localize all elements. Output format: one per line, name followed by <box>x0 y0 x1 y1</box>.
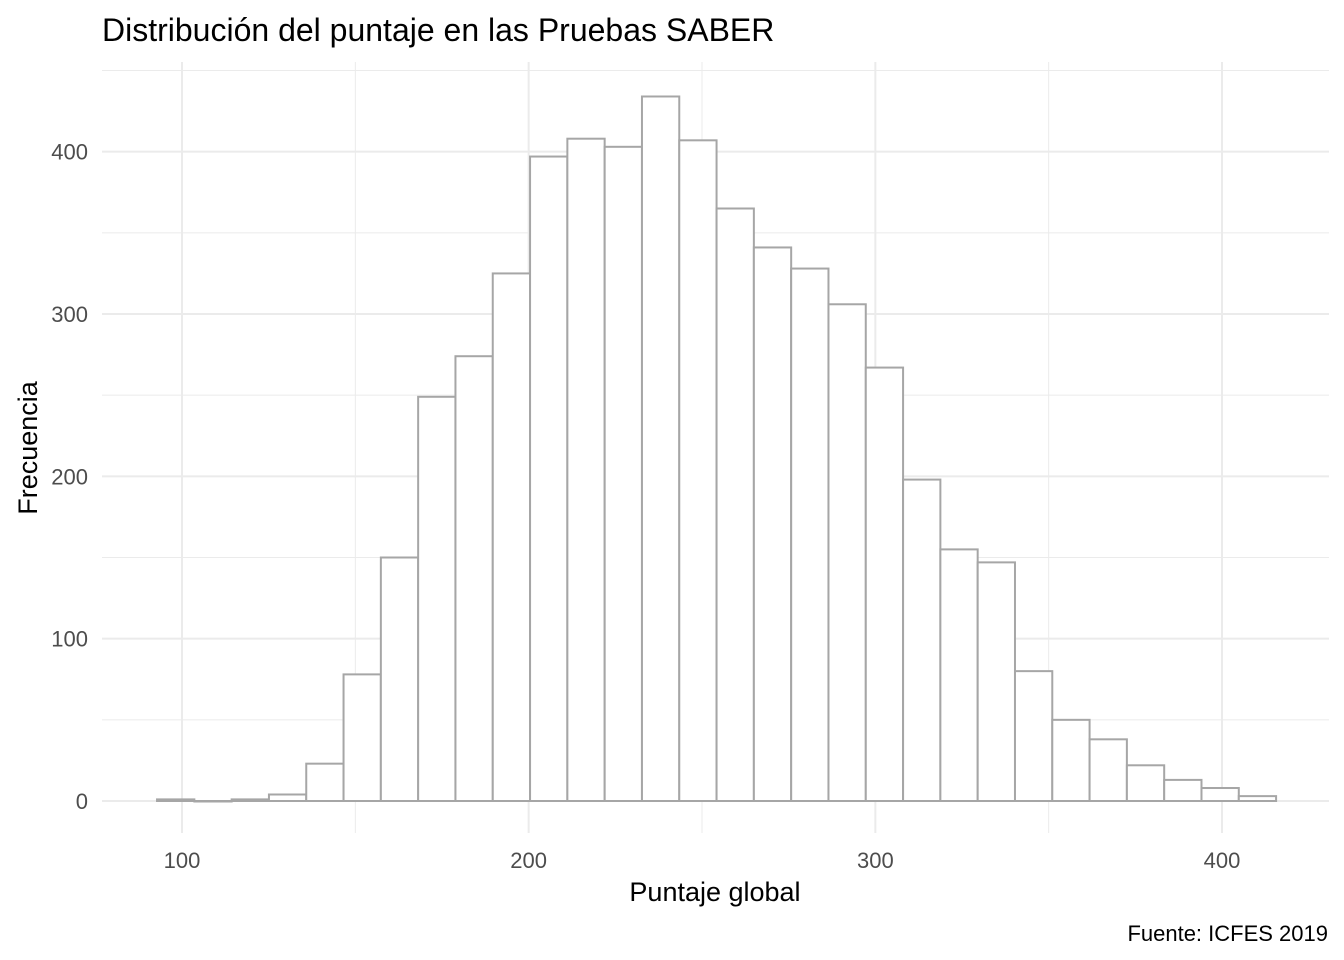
y-tick-label: 200 <box>51 464 88 489</box>
histogram-bar <box>976 561 1016 802</box>
x-tick-label: 100 <box>164 848 201 873</box>
histogram-bar <box>1237 795 1278 803</box>
y-ticks: 0 100 200 300 400 <box>51 140 88 814</box>
histogram-bar <box>678 139 718 802</box>
histogram-bar <box>1051 718 1091 803</box>
x-tick-label: 200 <box>510 848 547 873</box>
histogram-bar <box>864 366 905 802</box>
histogram-bar <box>491 272 532 802</box>
histogram-bar <box>156 798 196 803</box>
caption: Fuente: ICFES 2019 <box>1127 921 1328 946</box>
bars <box>156 95 1278 803</box>
histogram-bar <box>566 137 606 802</box>
histogram-bar <box>305 762 345 803</box>
histogram-bar <box>529 155 569 802</box>
histogram-bar <box>1088 738 1128 802</box>
y-tick-label: 400 <box>51 140 88 165</box>
histogram-bar <box>1163 778 1203 802</box>
histogram-bar <box>939 548 979 802</box>
x-tick-label: 300 <box>857 848 894 873</box>
y-tick-label: 100 <box>51 627 88 652</box>
histogram-bar <box>715 207 755 803</box>
x-tick-label: 400 <box>1204 848 1241 873</box>
histogram-bar <box>1013 670 1054 802</box>
histogram-bar <box>640 95 681 803</box>
histogram-bar <box>827 303 867 802</box>
histogram-bar <box>342 673 382 803</box>
y-tick-label: 0 <box>76 789 88 814</box>
histogram-bar <box>230 798 270 803</box>
histogram-bar <box>454 355 494 802</box>
histogram-bar <box>790 267 830 802</box>
histogram-bar <box>902 478 942 802</box>
x-ticks: 100 200 300 400 <box>164 848 1241 873</box>
y-axis-label: Frecuencia <box>13 380 43 515</box>
histogram-bar <box>1200 787 1240 803</box>
x-axis-label: Puntaje global <box>629 877 800 907</box>
chart-title: Distribución del puntaje en las Pruebas … <box>102 12 774 48</box>
histogram-bar <box>267 793 308 802</box>
histogram-bar <box>1125 764 1166 803</box>
histogram-bar <box>752 246 793 802</box>
histogram-bar <box>603 145 643 802</box>
histogram-bar <box>193 800 233 803</box>
histogram-bar <box>417 395 457 802</box>
y-tick-label: 300 <box>51 302 88 327</box>
histogram-bar <box>379 556 420 802</box>
